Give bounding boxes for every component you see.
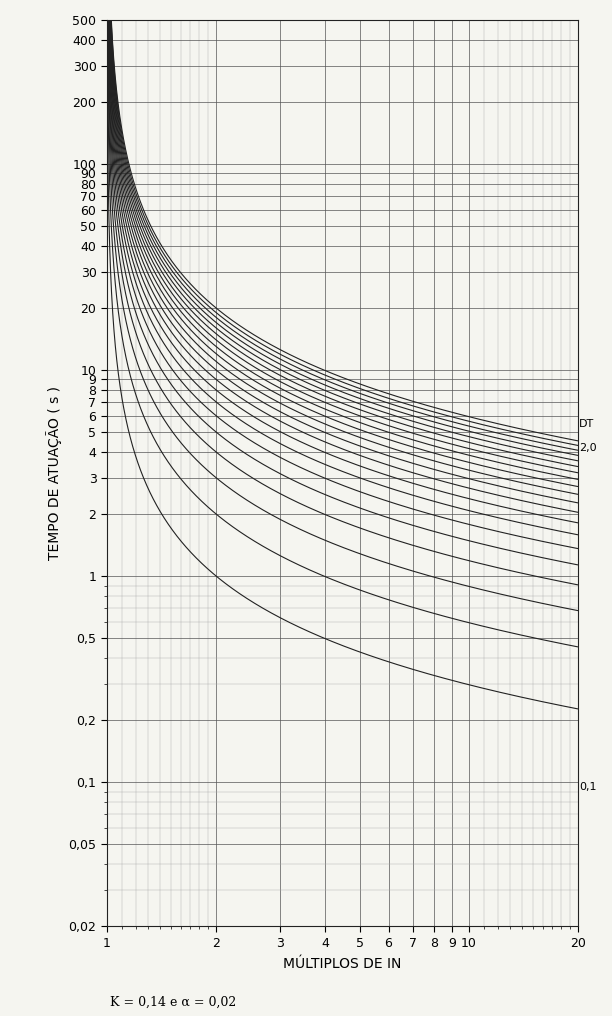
X-axis label: MÚLTIPLOS DE IN: MÚLTIPLOS DE IN [283,956,401,970]
Text: 0,1: 0,1 [580,781,597,791]
Text: 2,0: 2,0 [580,443,597,453]
Text: DT: DT [580,419,595,429]
Y-axis label: TEMPO DE ATUAÇÃO ( s ): TEMPO DE ATUAÇÃO ( s ) [46,386,62,560]
Text: K = 0,14 e α = 0,02: K = 0,14 e α = 0,02 [110,996,236,1009]
